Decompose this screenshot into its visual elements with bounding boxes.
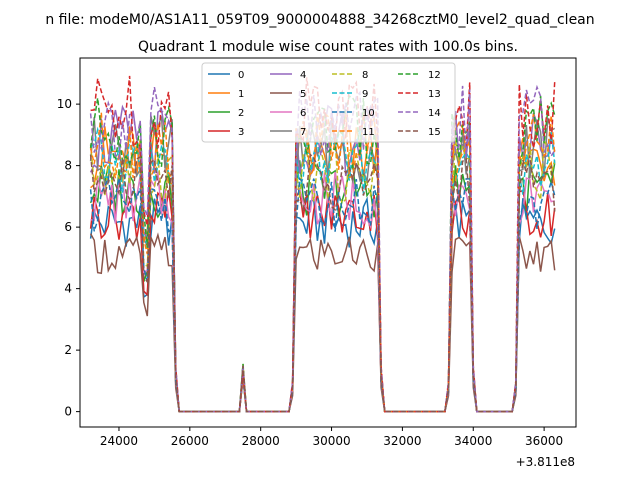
y-tick-label: 4 bbox=[64, 282, 72, 296]
series-line-0 bbox=[89, 196, 556, 413]
x-tick-label: 36000 bbox=[525, 434, 563, 448]
series-line-1 bbox=[90, 120, 556, 413]
legend-label-2: 2 bbox=[238, 108, 244, 119]
x-offset-label: +3.811e8 bbox=[516, 455, 575, 469]
chart-title: Quadrant 1 module wise count rates with … bbox=[138, 39, 518, 55]
x-axis: 24000 26000 28000 30000 32000 34000 36000 bbox=[100, 427, 563, 448]
x-tick-label: 30000 bbox=[312, 434, 350, 448]
legend-frame bbox=[201, 62, 456, 143]
y-tick-label: 8 bbox=[64, 159, 72, 173]
x-tick-label: 26000 bbox=[171, 434, 209, 448]
series-line-5 bbox=[89, 232, 556, 413]
y-tick-label: 2 bbox=[64, 343, 72, 357]
legend-label-10: 10 bbox=[362, 108, 375, 119]
legend-label-12: 12 bbox=[428, 70, 441, 81]
legend-label-11: 11 bbox=[362, 127, 375, 138]
series-line-10 bbox=[89, 175, 556, 413]
legend-label-3: 3 bbox=[238, 127, 244, 138]
legend-label-4: 4 bbox=[300, 70, 306, 81]
x-tick-label: 24000 bbox=[100, 434, 138, 448]
plot-frame bbox=[79, 57, 577, 428]
legend-label-15: 15 bbox=[428, 127, 441, 138]
y-tick-label: 6 bbox=[64, 220, 72, 234]
series-line-14 bbox=[89, 84, 556, 413]
legend-label-7: 7 bbox=[300, 127, 306, 138]
legend-label-0: 0 bbox=[238, 70, 244, 81]
legend-label-1: 1 bbox=[238, 89, 244, 100]
x-tick-label: 34000 bbox=[454, 434, 492, 448]
series-line-6 bbox=[90, 171, 555, 413]
x-tick-label: 32000 bbox=[383, 434, 421, 448]
legend-label-8: 8 bbox=[362, 70, 368, 81]
legend-label-6: 6 bbox=[300, 108, 306, 119]
legend-label-9: 9 bbox=[362, 89, 368, 100]
series-line-12 bbox=[89, 94, 556, 413]
y-tick-label: 10 bbox=[57, 97, 72, 111]
y-axis: 0 2 4 6 8 10 bbox=[57, 97, 80, 419]
series-line-4 bbox=[89, 104, 556, 413]
legend-label-13: 13 bbox=[428, 89, 441, 100]
series-line-15 bbox=[89, 152, 556, 413]
series-line-9 bbox=[90, 126, 556, 413]
legend-label-5: 5 bbox=[300, 89, 306, 100]
y-tick-label: 0 bbox=[64, 405, 72, 419]
suptitle: n file: modeM0/AS1A11_059T09_9000004888_… bbox=[45, 12, 594, 28]
legend-label-14: 14 bbox=[428, 108, 441, 119]
x-tick-label: 28000 bbox=[242, 434, 280, 448]
